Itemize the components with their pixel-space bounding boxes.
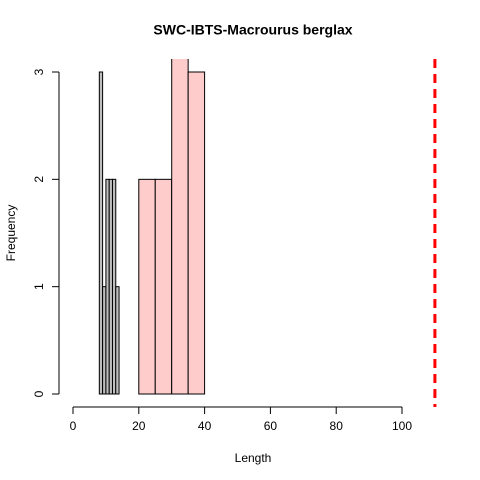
x-tick-label: 0 bbox=[70, 419, 77, 433]
histogram-bar bbox=[138, 178, 156, 395]
histogram-bar bbox=[171, 59, 189, 395]
x-tick-label: 100 bbox=[392, 419, 412, 433]
x-tick-label: 20 bbox=[132, 419, 146, 433]
chart-title: SWC-IBTS-Macrourus berglax bbox=[153, 22, 352, 38]
x-tick-label: 80 bbox=[330, 419, 344, 433]
x-tick-label: 60 bbox=[264, 419, 278, 433]
y-tick-label: 3 bbox=[32, 68, 46, 75]
histogram-bar bbox=[98, 71, 104, 395]
histogram-bar bbox=[154, 178, 173, 395]
histogram-bar bbox=[187, 71, 206, 395]
histogram-bar bbox=[115, 286, 120, 395]
y-tick-label: 2 bbox=[32, 176, 46, 183]
x-tick-label: 40 bbox=[198, 419, 212, 433]
y-axis-label: Frequency bbox=[4, 205, 18, 262]
y-tick-label: 0 bbox=[32, 390, 46, 397]
plot-area bbox=[98, 59, 206, 395]
y-tick-label: 1 bbox=[32, 283, 46, 290]
x-axis-label: Length bbox=[235, 451, 272, 465]
